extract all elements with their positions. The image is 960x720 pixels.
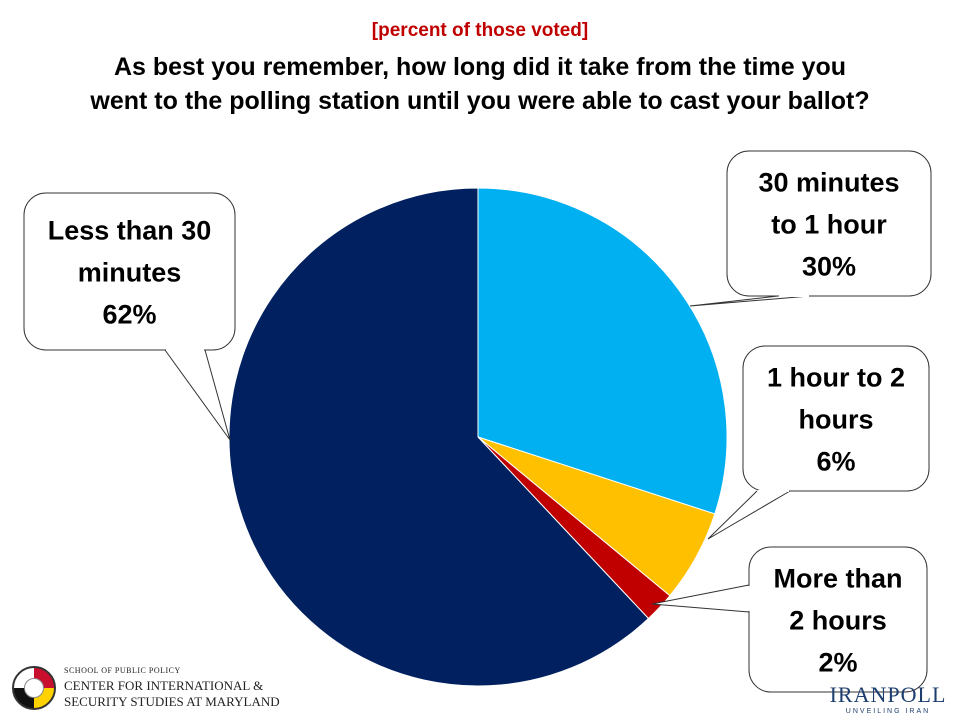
- callout-pointer: [689, 295, 811, 307]
- logo-center-line: CENTER FOR INTERNATIONAL &: [64, 678, 264, 693]
- callout-box: [23, 192, 236, 351]
- data-label-value: 62%: [102, 300, 156, 330]
- data-label-category: More than: [773, 564, 902, 594]
- data-label-category: 1 hour to 2: [767, 363, 905, 393]
- pie-slice-less-than-30-minutes: [228, 187, 650, 687]
- callout-box: [742, 345, 930, 492]
- data-label-category: 30 minutes: [758, 168, 899, 198]
- chart-title: As best you remember, how long did it ta…: [20, 50, 940, 118]
- callout-pointer: [707, 490, 791, 540]
- callout-pointer: [651, 584, 750, 613]
- logo-studies-line: SECURITY STUDIES AT MARYLAND: [64, 694, 280, 709]
- iranpoll-logo: IRANPOLL UNVEILING IRAN: [826, 684, 950, 718]
- cissm-logo: SCHOOL OF PUBLIC POLICY CENTER FOR INTER…: [8, 664, 280, 714]
- callout-more-than-2-hours: More than 2 hours 2%: [651, 546, 928, 693]
- logo-school-line: SCHOOL OF PUBLIC POLICY: [64, 666, 181, 675]
- callout-box: [726, 150, 932, 297]
- pie-slice-30-minutes-to-1-hour: [477, 187, 728, 515]
- iranpoll-brand: IRANPOLL: [829, 682, 947, 707]
- data-label-category: 2 hours: [789, 606, 887, 636]
- data-label-category: minutes: [78, 258, 182, 288]
- data-label-category: to 1 hour: [771, 210, 887, 240]
- data-label-value: 6%: [816, 447, 855, 477]
- data-label-category: Less than 30: [48, 216, 212, 246]
- callout-pointer: [164, 349, 231, 441]
- data-label-category: hours: [798, 405, 873, 435]
- data-label-value: 2%: [818, 648, 857, 678]
- callout-1-hour-to-2-hours: 1 hour to 2 hours 6%: [707, 345, 930, 540]
- iranpoll-tagline: UNVEILING IRAN: [845, 708, 931, 715]
- data-label-value: 30%: [802, 252, 856, 282]
- chart-title-line-2: went to the polling station until you we…: [90, 87, 870, 115]
- callout-less-than-30-minutes: Less than 30 minutes 62%: [23, 192, 236, 441]
- callout-box: [748, 546, 928, 693]
- chart-subtitle: [percent of those voted]: [371, 20, 589, 41]
- callout-30-minutes-to-1-hour: 30 minutes to 1 hour 30%: [689, 150, 932, 307]
- university-seal-icon: [12, 666, 56, 710]
- chart-title-line-1: As best you remember, how long did it ta…: [113, 53, 847, 81]
